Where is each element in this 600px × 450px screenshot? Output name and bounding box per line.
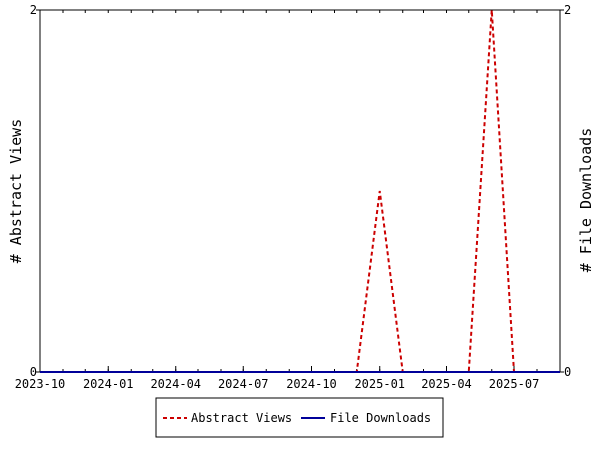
x-tick-label: 2025-01: [354, 377, 405, 391]
y-tick-label-left: 2: [30, 3, 37, 17]
y-axis-label-right: # File Downloads: [577, 128, 595, 273]
plot-area: [39, 9, 561, 373]
legend-box: [155, 397, 444, 438]
x-tick-label: 2024-10: [286, 377, 337, 391]
x-tick-label: 2024-01: [83, 377, 134, 391]
legend: Abstract Views File Downloads: [155, 397, 444, 438]
y-axis-label-left: # Abstract Views: [7, 119, 25, 264]
series-layer: [40, 9, 560, 373]
y-axis: 0 2 0 2: [30, 3, 571, 379]
x-axis: 2023-10 2024-01 2024-04 2024-07 2024-10 2025-…: [15, 10, 561, 391]
y-tick-label-left: 0: [30, 365, 37, 379]
x-tick-label: 2024-07: [218, 377, 269, 391]
y-tick-label-right: 2: [564, 3, 571, 17]
x-tick-label: 2024-04: [150, 377, 201, 391]
x-tick-label: 2025-04: [421, 377, 472, 391]
x-tick-label: 2023-10: [15, 377, 66, 391]
x-tick-label: 2025-07: [489, 377, 540, 391]
legend-label-abstract-views: Abstract Views: [191, 411, 292, 425]
y-tick-label-right: 0: [564, 365, 571, 379]
legend-label-file-downloads: File Downloads: [330, 411, 431, 425]
